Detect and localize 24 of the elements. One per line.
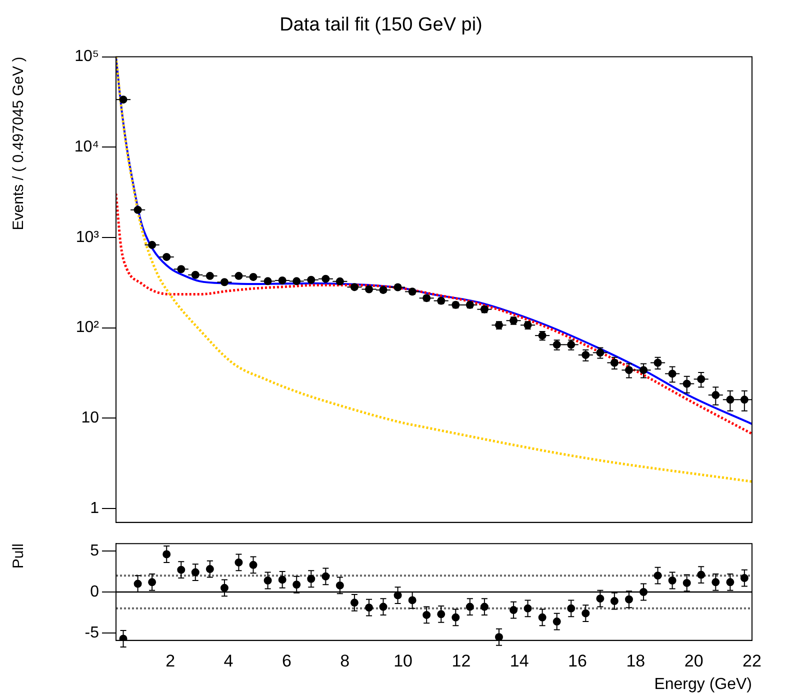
x-tick-label: 12: [452, 651, 471, 670]
x-axis-title: Energy (GeV): [654, 676, 752, 693]
x-tick-label: 4: [224, 651, 234, 670]
y-tick-label: -5: [84, 624, 100, 642]
x-tick-label: 10: [394, 651, 412, 670]
y-tick-label: 10: [81, 409, 100, 426]
y-tick-label: 10³: [76, 228, 100, 246]
y-tick-label: 10⁵: [74, 48, 99, 66]
x-tick-label: 8: [340, 651, 350, 670]
chart-title: Data tail fit (150 GeV pi): [280, 14, 482, 36]
y-tick-label: 0: [90, 583, 100, 600]
x-tick-label: 18: [626, 651, 646, 670]
y-axis-title: Pull: [10, 544, 28, 569]
y-axis-title: Events / ( 0.497045 GeV ): [10, 56, 28, 230]
x-tick-label: 6: [282, 651, 292, 670]
y-tick-label: 10²: [76, 319, 100, 336]
x-tick-label: 14: [510, 651, 529, 670]
y-tick-label: 1: [90, 500, 100, 517]
x-tick-label: 20: [684, 651, 704, 670]
y-tick-label: 5: [90, 542, 100, 560]
x-tick-label: 22: [742, 651, 762, 670]
y-tick-label: 10⁴: [74, 138, 100, 156]
x-tick-label: 16: [568, 651, 587, 670]
x-tick-label: 2: [166, 651, 176, 670]
